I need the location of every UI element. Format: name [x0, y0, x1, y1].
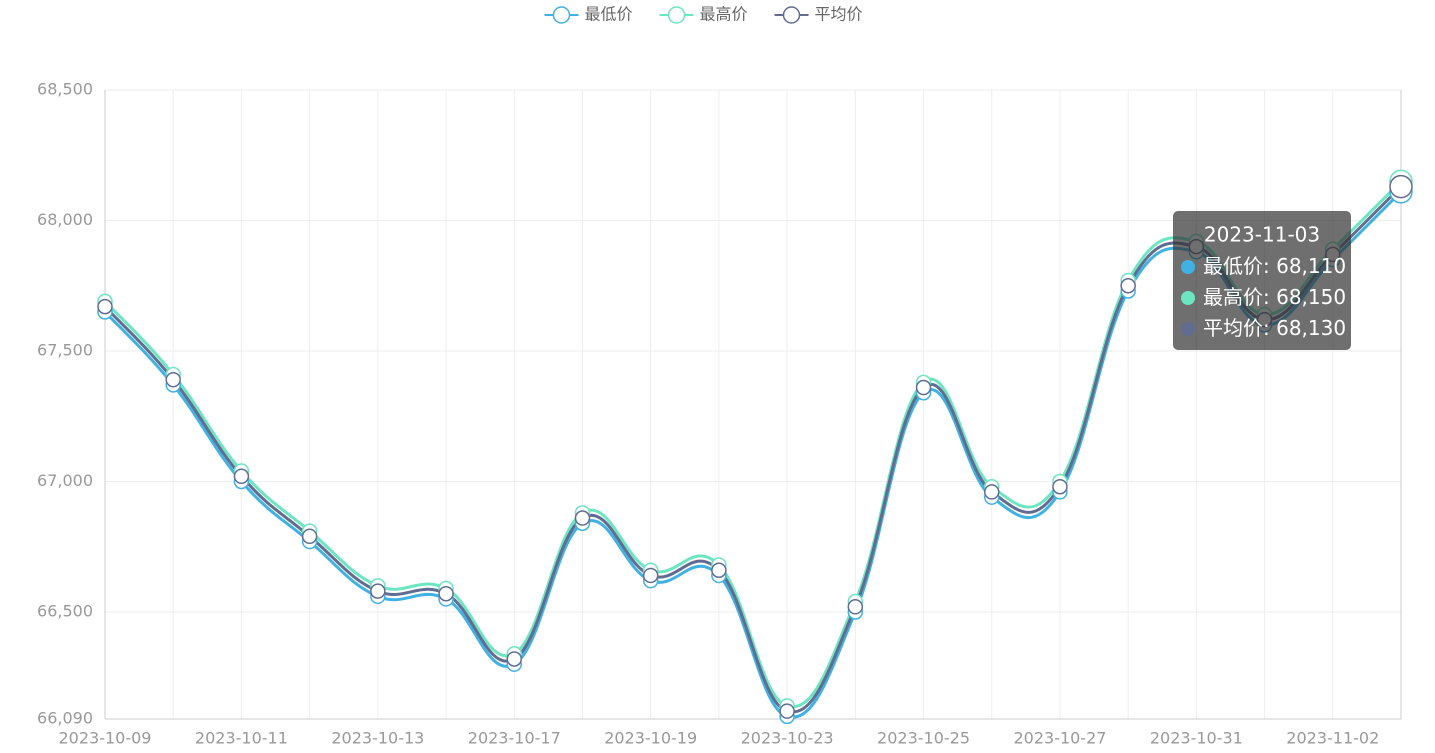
tooltip-value: 68,150 [1276, 285, 1346, 309]
legend-symbol [667, 6, 686, 24]
point [711, 562, 727, 578]
y-tick-label: 66,090 [37, 709, 93, 728]
point [97, 298, 113, 315]
legend-symbol [552, 6, 571, 24]
point [165, 371, 181, 388]
y-tick-label: 68,500 [37, 80, 93, 99]
x-tick-label: 2023-10-09 [59, 729, 152, 748]
y-tick-label: 66,500 [37, 601, 93, 620]
point [233, 468, 250, 485]
tooltip-row: 最低价: 68,110 [1203, 254, 1346, 278]
x-tick-label: 2023-10-31 [1150, 729, 1243, 748]
x-tick-label: 2023-11-02 [1286, 729, 1379, 748]
tooltip-name: 最高价 [1203, 285, 1263, 309]
tooltip-marker [1181, 260, 1195, 274]
tooltip-row: 最高价: 68,150 [1203, 285, 1346, 309]
legend-label: 最低价 [585, 5, 633, 24]
tooltip-marker [1181, 291, 1195, 305]
point [1389, 174, 1413, 199]
tooltip-value: 68,110 [1276, 254, 1346, 278]
tooltip-title: 2023-11-03 [1204, 223, 1320, 247]
x-tick-label: 2023-10-13 [331, 729, 424, 748]
x-tick-label: 2023-10-25 [877, 729, 970, 748]
point [915, 379, 932, 396]
x-tick-label: 2023-10-23 [741, 729, 834, 748]
point [983, 484, 1000, 500]
point [301, 528, 318, 545]
point [847, 599, 864, 615]
point [438, 585, 454, 602]
point [779, 703, 795, 719]
tooltip-sep: : [1263, 316, 1276, 340]
legend-label: 平均价 [815, 5, 863, 24]
tooltip: 2023-11-03 最低价: 68,110 最高价: 68,150 平均价: 68,… [1173, 211, 1351, 350]
tooltip-box [1173, 211, 1351, 350]
tooltip-marker [1181, 322, 1195, 336]
legend: 最低价 最高价 平均价 [544, 5, 863, 24]
legend-label: 最高价 [700, 5, 748, 24]
series-line [103, 185, 1403, 714]
point [642, 567, 659, 584]
legend-symbol [782, 6, 801, 24]
tooltip-value: 68,130 [1276, 316, 1346, 340]
tooltip-row: 平均价: 68,130 [1203, 316, 1346, 340]
point [1120, 277, 1136, 294]
tooltip-sep: : [1263, 254, 1276, 278]
x-tick-label: 2023-10-27 [1013, 729, 1106, 748]
series-line [103, 190, 1403, 719]
point [574, 510, 591, 526]
x-tick-label: 2023-10-19 [604, 729, 697, 748]
x-tick-label: 2023-10-17 [468, 729, 561, 748]
point [370, 583, 386, 599]
x-tick-label: 2023-10-11 [195, 729, 288, 748]
point [1052, 478, 1068, 495]
tooltip-sep: : [1263, 285, 1276, 309]
y-tick-label: 67,000 [37, 471, 93, 490]
y-tick-label: 68,000 [37, 210, 93, 229]
y-tick-label: 67,500 [37, 340, 93, 359]
tooltip-name: 平均价 [1203, 316, 1263, 340]
point [506, 651, 523, 667]
series-line [103, 180, 1403, 709]
tooltip-name: 最低价 [1203, 254, 1263, 278]
